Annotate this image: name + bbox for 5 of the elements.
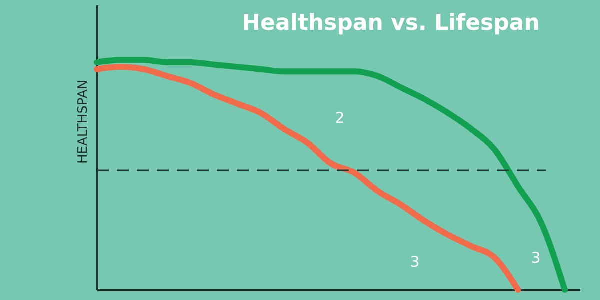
- chart-title: Healthspan vs. Lifespan: [242, 11, 540, 36]
- annotation: 3: [531, 249, 541, 267]
- y-axis-title: HEALTHSPAN: [76, 80, 91, 164]
- annotation: 3: [410, 253, 420, 271]
- annotation: 2: [335, 109, 345, 127]
